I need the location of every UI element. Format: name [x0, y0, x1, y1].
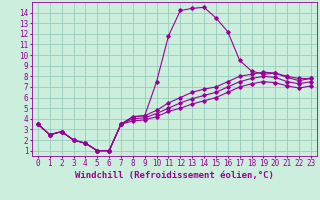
X-axis label: Windchill (Refroidissement éolien,°C): Windchill (Refroidissement éolien,°C)	[75, 171, 274, 180]
